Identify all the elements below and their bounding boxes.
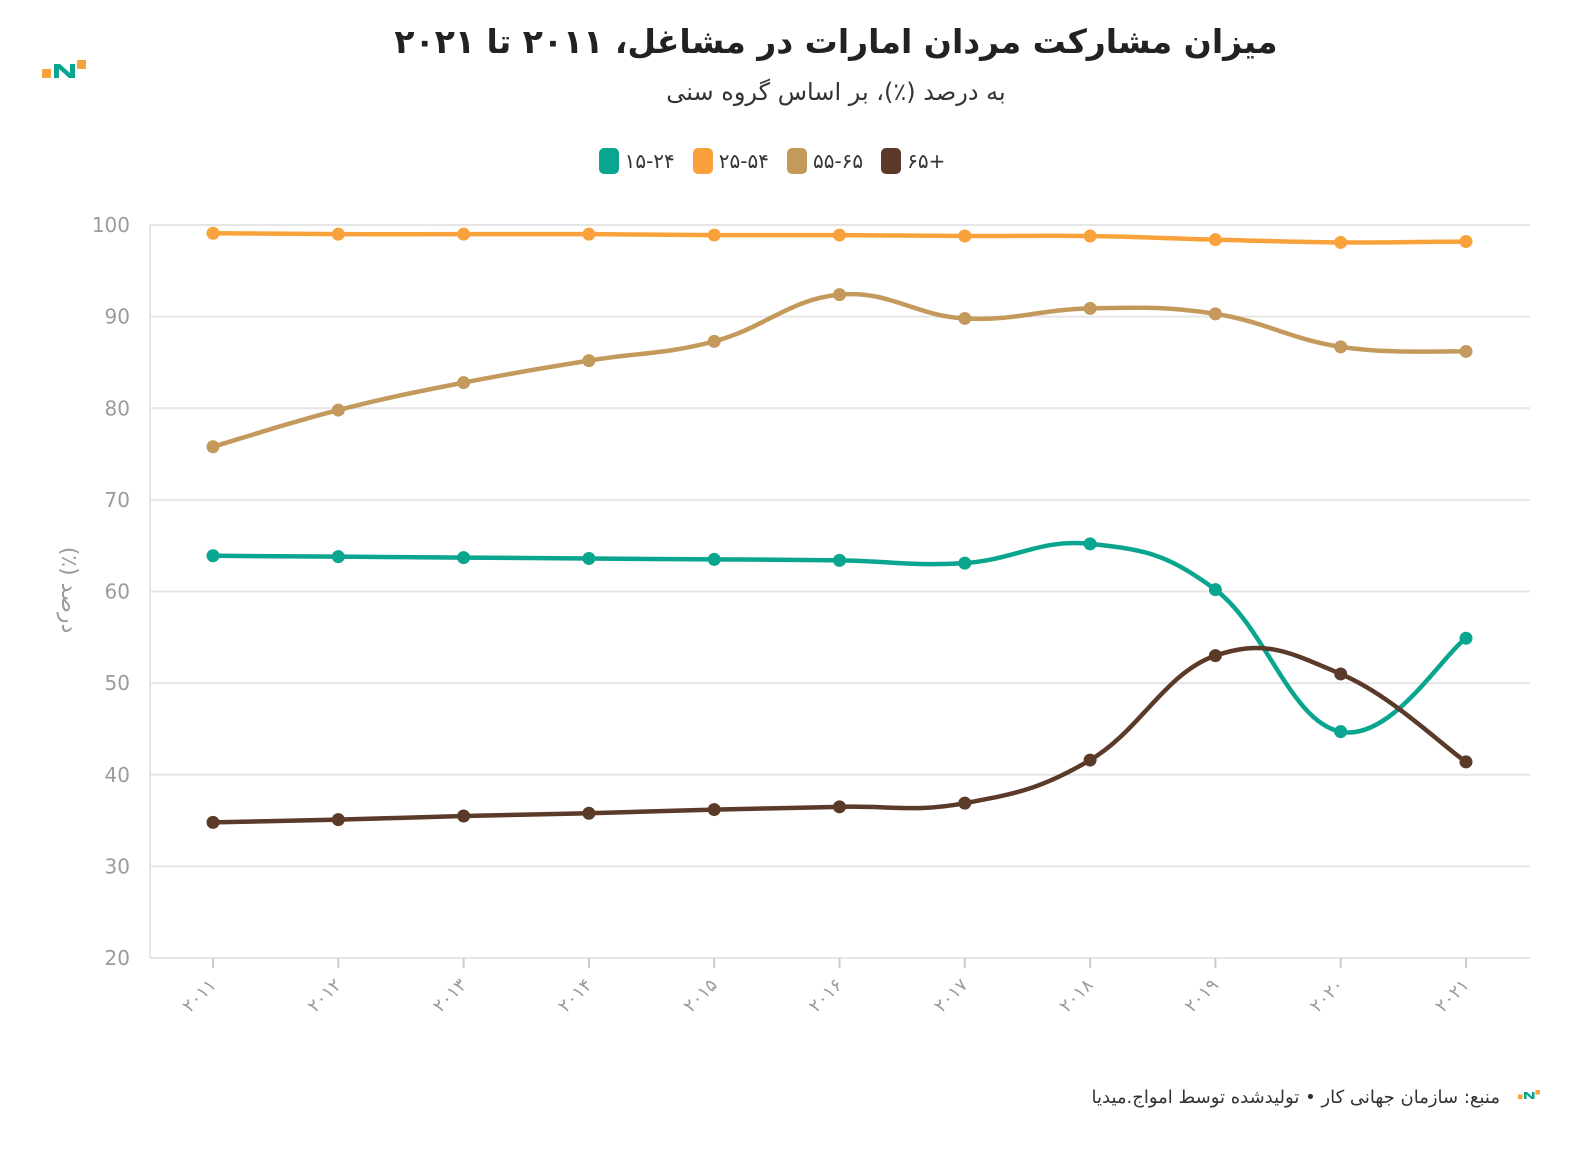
data-point[interactable]	[1459, 755, 1473, 769]
data-point[interactable]	[1334, 667, 1348, 681]
x-tick-label: ۲۰۱۵	[680, 975, 722, 1017]
y-tick-label: 100	[92, 213, 130, 237]
data-point[interactable]	[833, 228, 846, 242]
legend-swatch	[692, 148, 713, 174]
series-3	[206, 645, 1473, 829]
data-point[interactable]	[958, 229, 972, 243]
data-point[interactable]	[958, 311, 972, 325]
data-point[interactable]	[1083, 301, 1097, 315]
y-tick-label: 80	[105, 396, 130, 420]
y-tick-label: 30	[105, 854, 130, 878]
data-point[interactable]	[1459, 234, 1473, 248]
series-line	[212, 540, 1468, 735]
data-point[interactable]	[457, 376, 471, 390]
y-axis-label: درصد (٪)	[56, 547, 81, 634]
x-tick-label: ۲۰۲۰	[1306, 975, 1348, 1017]
footer-logo-icon	[1518, 1090, 1540, 1099]
data-point[interactable]	[582, 552, 596, 566]
data-point[interactable]	[582, 806, 596, 820]
data-point[interactable]	[707, 334, 721, 348]
data-point[interactable]	[1208, 649, 1222, 663]
legend-item-25-54[interactable]: ۲۵-۵۴	[692, 148, 769, 174]
y-tick-label: 60	[105, 580, 130, 604]
data-point[interactable]	[1334, 340, 1348, 354]
x-tick-label: ۲۰۱۷	[930, 974, 972, 1016]
data-point[interactable]	[958, 796, 972, 810]
data-point[interactable]	[1334, 235, 1348, 249]
x-tick-label: ۲۰۱۲	[304, 975, 346, 1017]
data-point[interactable]	[331, 403, 345, 417]
data-point[interactable]	[1208, 583, 1222, 597]
series-1	[206, 226, 1473, 249]
x-tick-label: ۲۰۱۱	[178, 975, 220, 1017]
data-point[interactable]	[1459, 631, 1473, 645]
x-tick-label: ۲۰۱۳	[429, 974, 471, 1016]
data-point[interactable]	[833, 288, 846, 302]
x-tick-label: ۲۰۱۹	[1181, 975, 1223, 1017]
data-point[interactable]	[707, 228, 721, 242]
chart-legend: ۱۵-۲۴ ۲۵-۵۴ ۵۵-۶۵ ۶۵+	[0, 148, 1544, 174]
y-tick-labels: 20 30 40 50 60 70 80 90 100	[92, 213, 130, 970]
legend-label: ۵۵-۶۵	[812, 149, 864, 173]
data-point[interactable]	[1208, 233, 1222, 247]
brand-logo-icon	[42, 60, 86, 78]
y-tick-label: 20	[105, 946, 130, 970]
x-tick-label: ۲۰۱۶	[805, 975, 847, 1017]
chart-subtitle: به درصد (٪)، بر اساس گروه سنی	[666, 78, 1006, 106]
data-point[interactable]	[1083, 753, 1097, 767]
data-point[interactable]	[206, 226, 220, 240]
data-point[interactable]	[1334, 725, 1348, 739]
data-point[interactable]	[1208, 307, 1222, 321]
data-point[interactable]	[582, 227, 596, 241]
legend-label: ۲۵-۵۴	[718, 149, 769, 173]
x-tick-label: ۲۰۱۴	[554, 975, 596, 1017]
data-point[interactable]	[206, 815, 220, 829]
y-tick-label: 90	[105, 305, 130, 329]
series-0	[206, 537, 1473, 739]
legend-label: ۶۵+	[907, 149, 946, 173]
data-point[interactable]	[582, 354, 596, 368]
source-footer: منبع: سازمان جهانی کار • تولیدشده توسط ا…	[1091, 1087, 1501, 1108]
data-point[interactable]	[206, 440, 220, 454]
data-point[interactable]	[331, 227, 345, 241]
data-point[interactable]	[833, 800, 846, 814]
x-tick-labels: ۲۰۱۱ ۲۰۱۲ ۲۰۱۳ ۲۰۱۴ ۲۰۱۵ ۲۰۱۶ ۲۰۱۷ ۲۰۱۸ ۲۰۱۹ ۲۰۲۰…	[178, 958, 1474, 1017]
legend-swatch	[598, 148, 619, 174]
data-point[interactable]	[1459, 344, 1473, 358]
legend-item-15-24[interactable]: ۱۵-۲۴	[598, 148, 675, 174]
data-point[interactable]	[206, 549, 220, 563]
data-point[interactable]	[457, 809, 471, 823]
x-tick-label: ۲۰۱۸	[1055, 974, 1097, 1016]
x-tick-label: ۲۰۲۱	[1431, 975, 1473, 1017]
legend-swatch	[786, 148, 807, 174]
gridlines	[149, 224, 1530, 959]
y-tick-label: 40	[105, 763, 130, 787]
data-point[interactable]	[331, 813, 345, 827]
data-point[interactable]	[331, 550, 345, 564]
series-lines	[206, 226, 1473, 829]
data-point[interactable]	[457, 551, 471, 565]
data-point[interactable]	[833, 553, 846, 567]
data-point[interactable]	[1083, 229, 1097, 243]
series-2	[206, 288, 1473, 454]
data-point[interactable]	[707, 803, 721, 817]
chart-title: میزان مشارکت مردان امارات در مشاغل، ۲۰۱۱…	[394, 22, 1278, 61]
y-tick-label: 70	[105, 488, 130, 512]
legend-swatch	[881, 148, 902, 174]
legend-label: ۱۵-۲۴	[624, 149, 675, 173]
y-tick-label: 50	[105, 671, 130, 695]
legend-item-65-plus[interactable]: ۶۵+	[881, 148, 945, 174]
data-point[interactable]	[958, 556, 972, 570]
data-point[interactable]	[457, 227, 471, 241]
legend-item-55-65[interactable]: ۵۵-۶۵	[786, 148, 864, 174]
data-point[interactable]	[707, 552, 721, 566]
data-point[interactable]	[1083, 537, 1097, 551]
